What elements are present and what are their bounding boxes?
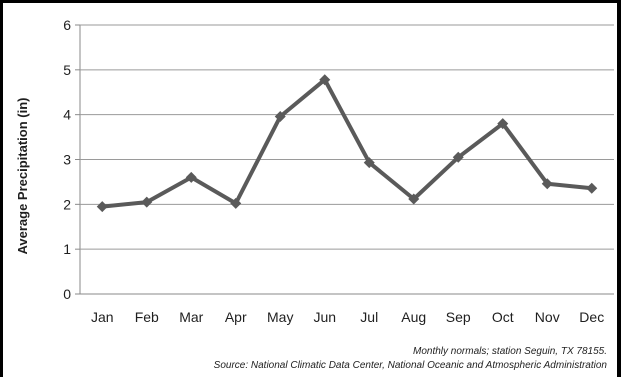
x-tick-label-mar: Mar (179, 309, 203, 325)
y-tick-label-5: 5 (63, 62, 71, 78)
data-point-nov (541, 178, 553, 190)
x-tick-label-feb: Feb (135, 309, 159, 325)
grid-lines (75, 24, 614, 295)
data-point-feb (141, 196, 153, 208)
data-point-jun (319, 74, 331, 86)
data-point-jan (96, 201, 108, 213)
y-tick-labels: 0 1 2 3 4 5 6 (63, 17, 71, 302)
x-tick-label-jul: Jul (360, 309, 378, 325)
chart-note: Monthly normals; station Seguin, TX 7815… (413, 346, 607, 357)
x-tick-label-aug: Aug (401, 309, 426, 325)
data-point-apr (230, 197, 242, 209)
y-tick-label-3: 3 (63, 152, 71, 168)
data-point-jul (363, 157, 375, 169)
chart-source: Source: National Climatic Data Center, N… (213, 360, 607, 371)
x-tick-label-jun: Jun (313, 309, 336, 325)
data-point-may (274, 110, 286, 122)
x-tick-label-oct: Oct (492, 309, 514, 325)
x-tick-label-dec: Dec (579, 309, 604, 325)
series-line (100, 77, 594, 209)
y-tick-label-0: 0 (63, 286, 71, 302)
y-tick-label-2: 2 (63, 196, 71, 212)
x-tick-label-apr: Apr (225, 309, 247, 325)
y-tick-label-1: 1 (63, 241, 71, 257)
x-tick-label-sep: Sep (446, 309, 471, 325)
y-tick-label-4: 4 (63, 107, 71, 123)
x-tick-label-nov: Nov (535, 309, 560, 325)
y-tick-label-6: 6 (63, 17, 71, 33)
data-point-sep (452, 151, 464, 163)
data-point-mar (185, 171, 197, 183)
x-tick-label-jan: Jan (91, 309, 114, 325)
data-point-oct (497, 118, 509, 130)
x-tick-label-may: May (267, 309, 293, 325)
data-point-aug (408, 193, 420, 205)
data-point-dec (586, 182, 598, 194)
y-axis-label: Average Precipitation (in) (15, 98, 30, 255)
data-markers (96, 74, 598, 213)
x-tick-labels: Jan Feb Mar Apr May Jun Jul Aug Sep Oct Nov Dec (91, 309, 604, 325)
